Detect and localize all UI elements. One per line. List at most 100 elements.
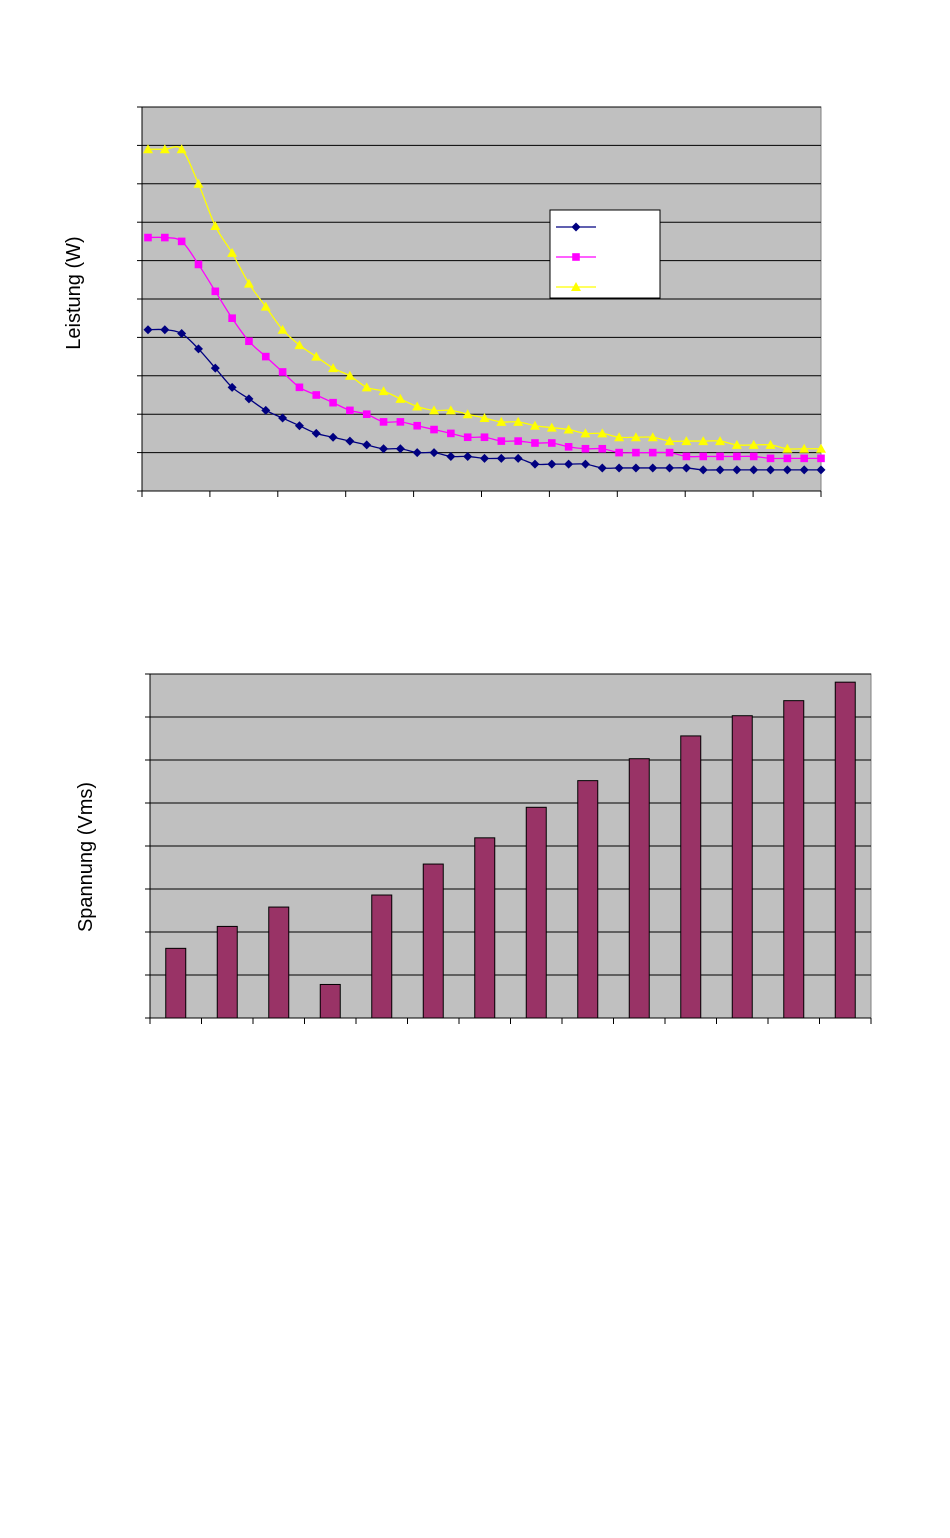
- data-point: [749, 452, 758, 461]
- data-point: [261, 405, 271, 415]
- data-point: [496, 453, 506, 463]
- data-point: [665, 448, 674, 457]
- data-point: [278, 413, 288, 423]
- data-point: [413, 421, 421, 430]
- data-point: [379, 418, 388, 426]
- data-point: [783, 454, 792, 463]
- data-point: [782, 465, 792, 475]
- data-point: [447, 429, 455, 438]
- bar: [216, 925, 238, 1019]
- data-point: [245, 337, 253, 346]
- data-point: [345, 436, 355, 446]
- data-point: [732, 465, 742, 475]
- data-point: [429, 448, 439, 458]
- data-point: [211, 287, 220, 296]
- data-point: [817, 454, 825, 463]
- data-point: [344, 370, 355, 380]
- data-point: [430, 425, 438, 434]
- data-point: [497, 437, 506, 445]
- data-point: [361, 382, 372, 392]
- data-point: [227, 382, 237, 392]
- bar: [371, 894, 393, 1019]
- data-point: [766, 465, 776, 475]
- line-chart-axes: [137, 106, 822, 497]
- data-point: [580, 459, 590, 469]
- legend-marker: [572, 253, 580, 261]
- data-point: [445, 405, 456, 415]
- data-point: [648, 448, 657, 457]
- data-point: [260, 301, 271, 311]
- data-point: [243, 278, 254, 288]
- data-point: [496, 416, 507, 426]
- data-point: [346, 406, 354, 415]
- data-point: [463, 451, 473, 461]
- data-point: [161, 233, 169, 242]
- data-point: [278, 368, 287, 376]
- line-chart-y-axis-label: Leistung (W): [63, 236, 85, 349]
- bar-chart-axes: [145, 673, 872, 1024]
- data-point: [766, 454, 775, 463]
- data-point: [177, 237, 186, 246]
- data-point: [681, 436, 692, 446]
- data-point: [379, 444, 389, 454]
- series-triangle: [143, 144, 826, 453]
- data-point: [480, 433, 489, 442]
- data-point: [647, 432, 658, 442]
- data-point: [462, 409, 473, 419]
- data-point: [228, 314, 236, 322]
- data-point: [597, 428, 608, 438]
- data-point: [311, 351, 322, 361]
- line-chart: Leistung (W): [63, 106, 826, 497]
- bar: [422, 863, 444, 1019]
- data-point: [210, 221, 221, 231]
- data-point: [480, 453, 489, 463]
- data-point: [529, 420, 540, 430]
- data-point: [597, 463, 607, 473]
- data-point: [615, 448, 623, 457]
- data-point: [395, 393, 406, 403]
- data-point: [261, 352, 270, 361]
- line-chart-gridlines: [142, 106, 821, 454]
- bar: [680, 735, 702, 1019]
- bar: [783, 700, 805, 1019]
- data-point: [294, 421, 304, 431]
- data-point: [564, 459, 574, 469]
- line-chart-series: [143, 144, 826, 475]
- data-point: [716, 452, 724, 461]
- bar: [525, 806, 547, 1019]
- data-point: [194, 260, 203, 269]
- bar-chart-y-axis-label: Spannung (Vms): [75, 782, 97, 932]
- data-point: [328, 363, 339, 373]
- data-point: [546, 422, 557, 432]
- legend-marker: [571, 282, 581, 291]
- data-point: [193, 178, 204, 188]
- data-point: [614, 463, 624, 473]
- bar: [577, 780, 599, 1019]
- data-point: [632, 448, 640, 457]
- legend-item: [556, 222, 596, 232]
- data-point: [294, 340, 305, 350]
- data-point: [548, 439, 556, 447]
- data-point: [799, 465, 809, 475]
- data-point: [664, 436, 675, 446]
- data-point: [177, 329, 187, 339]
- data-point: [210, 363, 220, 373]
- data-point: [715, 436, 726, 446]
- series-square: [144, 233, 825, 463]
- data-point: [159, 144, 170, 154]
- legend-item: [556, 253, 596, 261]
- data-point: [799, 443, 810, 453]
- data-point: [631, 463, 641, 473]
- data-point: [329, 398, 337, 407]
- data-point: [396, 418, 405, 426]
- data-point: [731, 439, 742, 449]
- data-point: [412, 401, 423, 411]
- data-point: [328, 432, 338, 442]
- data-point: [244, 394, 254, 404]
- data-point: [698, 436, 709, 446]
- data-point: [160, 325, 170, 335]
- data-point: [144, 233, 152, 242]
- data-point: [733, 452, 741, 461]
- data-point: [362, 410, 371, 418]
- data-point: [749, 465, 759, 475]
